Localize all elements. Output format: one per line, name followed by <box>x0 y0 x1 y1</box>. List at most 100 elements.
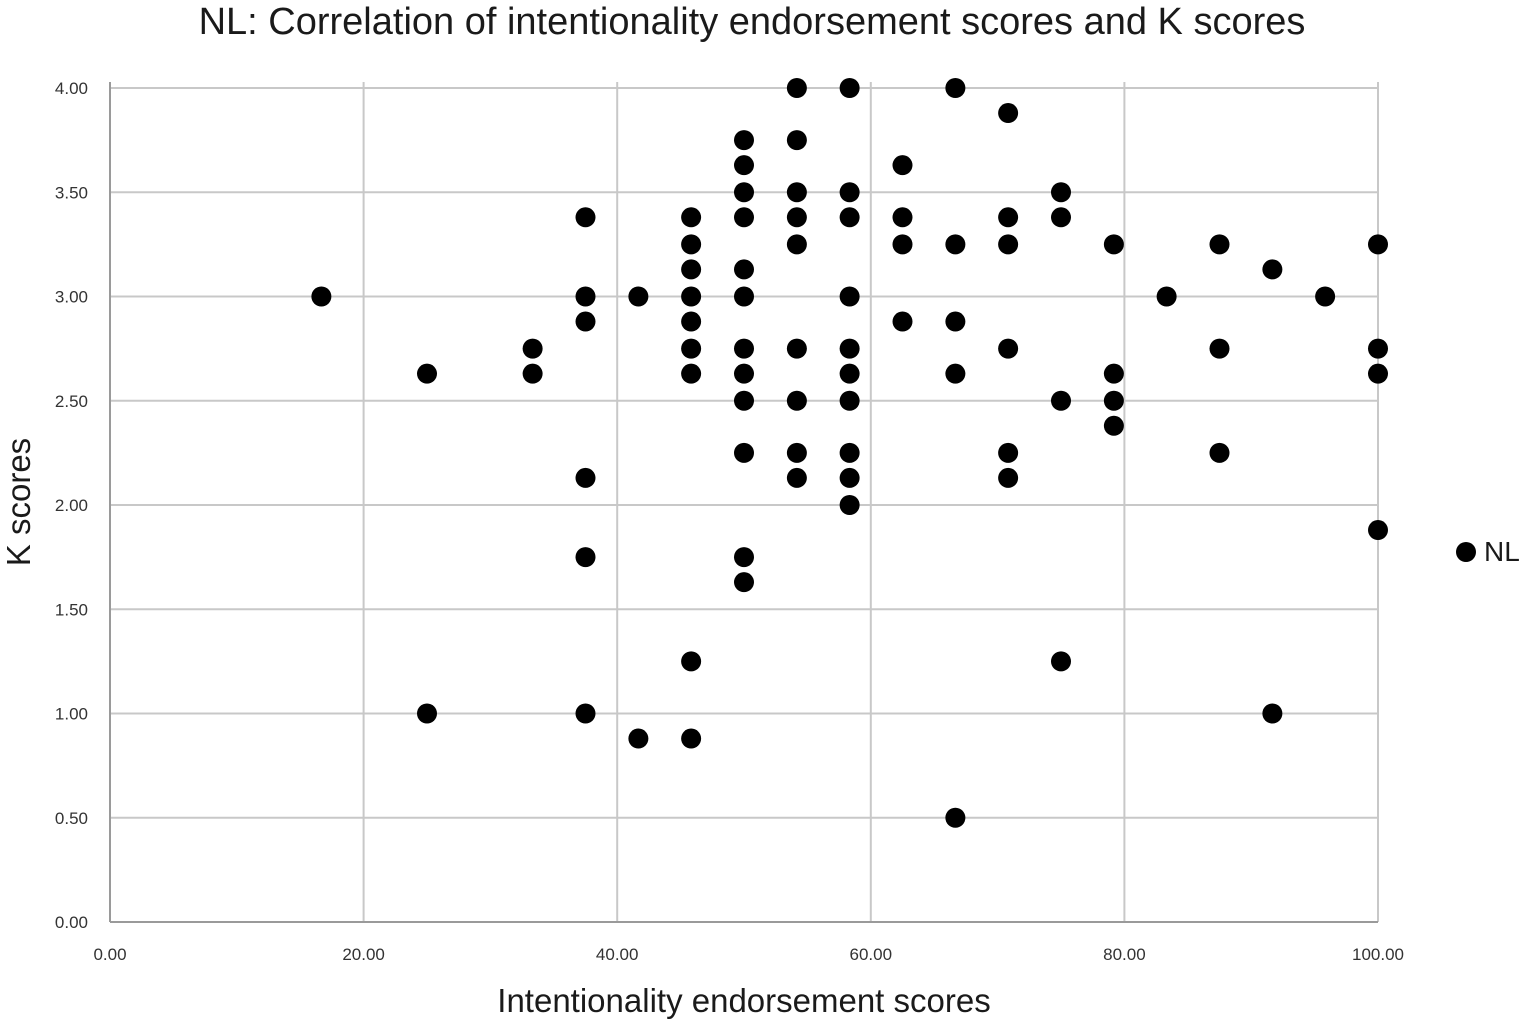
data-point <box>575 547 596 568</box>
data-point <box>998 338 1019 359</box>
data-point <box>839 338 860 359</box>
data-point <box>734 338 754 359</box>
data-point <box>1156 286 1177 307</box>
data-point <box>945 363 966 384</box>
data-point <box>786 442 807 463</box>
data-point <box>786 78 807 98</box>
data-point <box>1368 363 1388 384</box>
data-point <box>839 207 860 228</box>
data-point <box>892 234 913 255</box>
y-tick-label: 0.50 <box>55 809 88 828</box>
data-point <box>839 286 860 307</box>
data-point <box>1209 234 1230 255</box>
data-point <box>575 467 596 488</box>
data-point <box>786 234 807 255</box>
data-point <box>681 728 702 749</box>
x-tick-label: 100.00 <box>1352 945 1404 964</box>
data-point <box>734 130 754 151</box>
data-point <box>734 207 754 228</box>
data-point <box>1103 390 1124 411</box>
legend: NL <box>1456 536 1520 567</box>
data-point <box>681 207 702 228</box>
data-point <box>839 467 860 488</box>
data-point <box>786 390 807 411</box>
data-point <box>734 572 754 593</box>
data-point <box>1051 182 1071 203</box>
data-point <box>786 467 807 488</box>
x-axis-title: Intentionality endorsement scores <box>497 982 990 1019</box>
data-point <box>628 728 649 749</box>
data-point <box>1051 390 1071 411</box>
y-tick-label: 0.00 <box>55 913 88 932</box>
data-point <box>839 495 860 515</box>
data-point <box>998 207 1019 228</box>
data-point <box>734 155 754 176</box>
x-tick-label: 20.00 <box>342 945 385 964</box>
data-point <box>734 259 754 280</box>
data-point <box>575 703 596 724</box>
x-axis-ticks: 0.00 20.00 40.00 60.00 80.00 100.00 <box>93 945 1404 964</box>
y-tick-label: 1.50 <box>55 600 88 619</box>
y-axis-ticks: 0.00 0.50 1.00 1.50 2.00 2.50 3.00 3.50 4.00 <box>55 79 88 932</box>
data-point <box>892 207 913 228</box>
data-point <box>786 130 807 151</box>
data-point <box>945 311 966 332</box>
y-tick-label: 2.50 <box>55 392 88 411</box>
data-point <box>734 442 754 463</box>
x-tick-label: 40.00 <box>596 945 639 964</box>
data-point <box>681 259 702 280</box>
data-point <box>839 363 860 384</box>
data-point <box>786 338 807 359</box>
data-point <box>892 311 913 332</box>
data-point <box>1262 259 1283 280</box>
data-point <box>1262 703 1283 724</box>
data-point <box>998 234 1019 255</box>
data-point <box>998 442 1019 463</box>
data-point <box>417 703 437 724</box>
y-tick-label: 4.00 <box>55 79 88 98</box>
data-point <box>734 286 754 307</box>
data-point <box>681 234 702 255</box>
x-tick-label: 60.00 <box>850 945 893 964</box>
data-point <box>1209 442 1230 463</box>
axes <box>109 82 1378 923</box>
data-point <box>839 390 860 411</box>
y-tick-label: 3.50 <box>55 183 88 202</box>
data-point <box>575 207 596 228</box>
data-point <box>945 807 966 828</box>
data-point <box>734 547 754 568</box>
data-point <box>839 78 860 98</box>
data-point <box>1368 338 1388 359</box>
data-point <box>575 311 596 332</box>
data-point <box>681 338 702 359</box>
y-axis-title: K scores <box>0 438 37 566</box>
data-point <box>1051 207 1071 228</box>
data-point <box>681 286 702 307</box>
chart-title: NL: Correlation of intentionality endors… <box>198 1 1306 43</box>
legend-marker <box>1456 542 1476 562</box>
data-point <box>734 182 754 203</box>
data-point <box>786 182 807 203</box>
data-point <box>1051 651 1071 672</box>
data-points <box>311 78 1388 828</box>
data-point <box>1103 415 1124 436</box>
data-point <box>1368 234 1388 255</box>
data-point <box>1103 234 1124 255</box>
data-point <box>786 207 807 228</box>
data-point <box>945 78 966 98</box>
data-point <box>575 286 596 307</box>
data-point <box>681 311 702 332</box>
x-tick-label: 0.00 <box>93 945 126 964</box>
data-point <box>734 363 754 384</box>
data-point <box>1315 286 1336 307</box>
data-point <box>892 155 913 176</box>
data-point <box>734 390 754 411</box>
data-point <box>681 651 702 672</box>
data-point <box>839 182 860 203</box>
y-tick-label: 3.00 <box>55 288 88 307</box>
data-point <box>417 363 437 384</box>
data-point <box>311 286 332 307</box>
data-point <box>522 338 543 359</box>
data-point <box>998 103 1019 124</box>
